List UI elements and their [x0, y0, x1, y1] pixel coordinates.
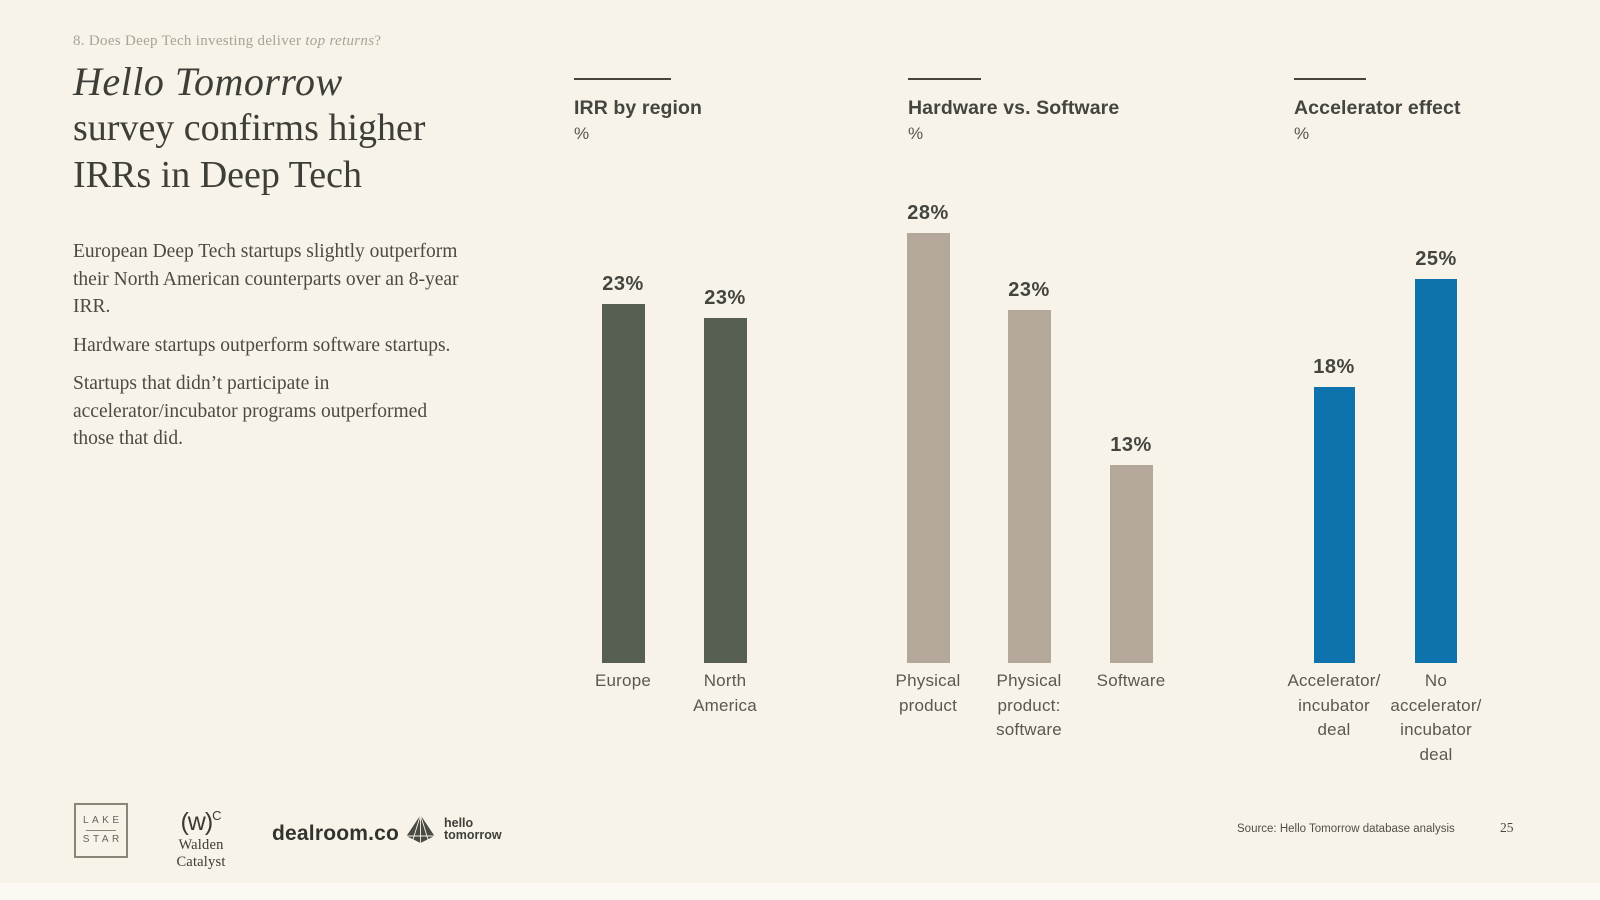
lakestar-logo-divider [86, 830, 116, 831]
page-title: Hello Tomorrow survey confirms higher IR… [73, 58, 425, 199]
paragraph-region-irr: European Deep Tech startups slightly out… [73, 241, 459, 317]
bar-no [1415, 279, 1457, 663]
lakestar-logo: LAKE STAR [74, 803, 128, 858]
source-note: Source: Hello Tomorrow database analysis [1237, 823, 1455, 835]
lakestar-logo-text: LAKE [82, 815, 123, 826]
walden-catalyst-logo-text: Walden Catalyst [176, 837, 226, 870]
kicker-text: 8. Does Deep Tech investing deliver [73, 33, 306, 49]
bar-value-label: 25% [1415, 248, 1457, 270]
chart-title: Hardware vs. Software [908, 97, 1120, 119]
bar-software [1110, 465, 1153, 663]
chart-unit-label: % [1294, 124, 1310, 143]
bar-value-label: 13% [1110, 434, 1152, 456]
bar-physical [1008, 310, 1051, 663]
page-number: 25 [1500, 820, 1514, 835]
body-copy: European Deep Tech startups slightly out… [73, 238, 473, 464]
bar-category-label: Accelerator/ incubator deal [1287, 671, 1381, 739]
bar-category-label: Physical product [895, 671, 961, 715]
bar-category-label: Software [1096, 671, 1166, 690]
chart-unit-label: % [574, 124, 590, 143]
title-line: survey confirms higher [73, 107, 426, 149]
hello-tomorrow-logo-text: hello tomorrow [444, 815, 502, 842]
bar-category-label: Europe [594, 671, 652, 690]
title-line: IRRs in Deep Tech [73, 154, 362, 196]
dealroom-logo: dealroom.co [272, 822, 400, 845]
chart-unit-label: % [908, 124, 924, 143]
chart-header-rule [574, 78, 671, 80]
walden-catalyst-mark-icon: (w)C [180, 808, 222, 836]
chart-header-rule [908, 78, 981, 80]
chart-title: Accelerator effect [1294, 97, 1461, 119]
bar-value-label: 23% [1008, 279, 1050, 301]
bar-north [704, 318, 747, 663]
bar-europe [602, 304, 645, 663]
bar-physical [907, 233, 950, 663]
bar-value-label: 23% [602, 273, 644, 295]
bar-value-label: 18% [1313, 356, 1355, 378]
hello-tomorrow-logo: hello tomorrow [405, 815, 502, 843]
kicker-suffix: ? [374, 33, 382, 49]
kicker-italic-text: top returns [305, 33, 375, 49]
title-line-italic: Hello Tomorrow [73, 59, 343, 104]
paragraph-hardware-software: Hardware startups outperform software st… [73, 334, 451, 356]
bar-category-label: No accelerator/ incubator deal [1390, 671, 1482, 764]
paragraph-accelerator: Startups that didn’t participate in acce… [73, 373, 428, 449]
bar-value-label: 28% [907, 202, 949, 224]
kicker: 8. Does Deep Tech investing deliver top … [73, 33, 381, 50]
chart-header-rule [1294, 78, 1366, 80]
hello-tomorrow-diamond-icon [406, 815, 435, 843]
walden-catalyst-logo: (w)C Walden Catalyst [155, 803, 247, 871]
lakestar-logo-text: STAR [82, 834, 123, 845]
bar-value-label: 23% [704, 287, 746, 309]
bar-accelerator [1314, 387, 1355, 663]
bar-category-label: Physical product: software [996, 671, 1062, 739]
chart-title: IRR by region [574, 97, 703, 119]
bar-category-label: North America [693, 671, 757, 715]
